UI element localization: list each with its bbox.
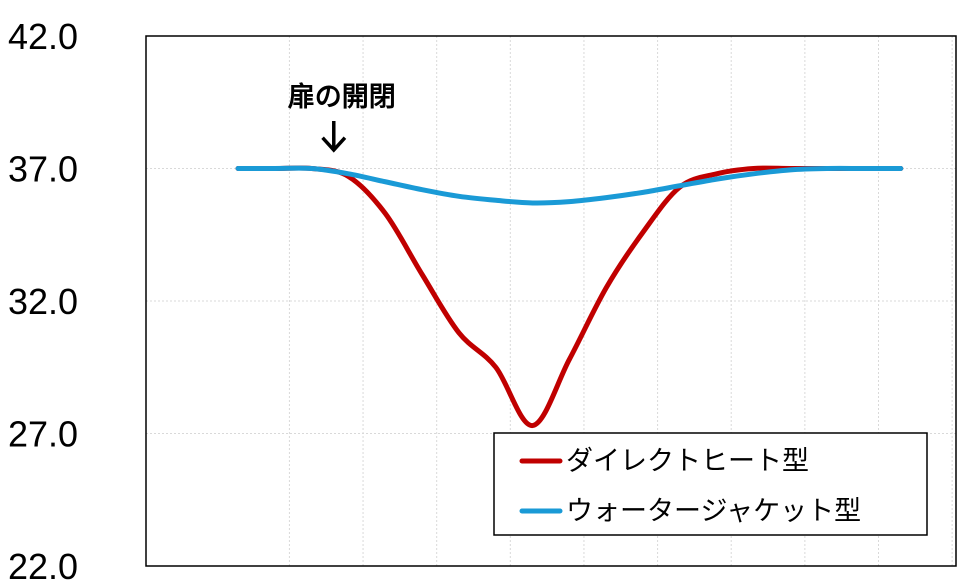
y-tick-label: 37.0 [8,149,78,190]
y-tick-label: 22.0 [8,546,78,587]
legend-box [493,432,928,536]
series-line-water-jacket [235,165,904,206]
legend-label-water-jacket: ウォータージャケット型 [566,496,861,527]
y-tick-label: 32.0 [8,281,78,322]
legend-label-direct-heat: ダイレクトヒート型 [566,446,809,477]
y-tick-label: 42.0 [8,16,78,57]
y-tick-label: 27.0 [8,414,78,455]
series-lines [235,165,904,429]
plot-area-border [145,35,957,567]
y-axis-ticks: 42.0 37.0 32.0 27.0 22.0 [8,16,78,587]
series-line-direct-heat [235,165,904,429]
down-arrow-icon [321,121,347,153]
legend: ダイレクトヒート型 ウォータージャケット型 [493,432,928,536]
annotation-label: 扉の開閉 [288,82,396,113]
